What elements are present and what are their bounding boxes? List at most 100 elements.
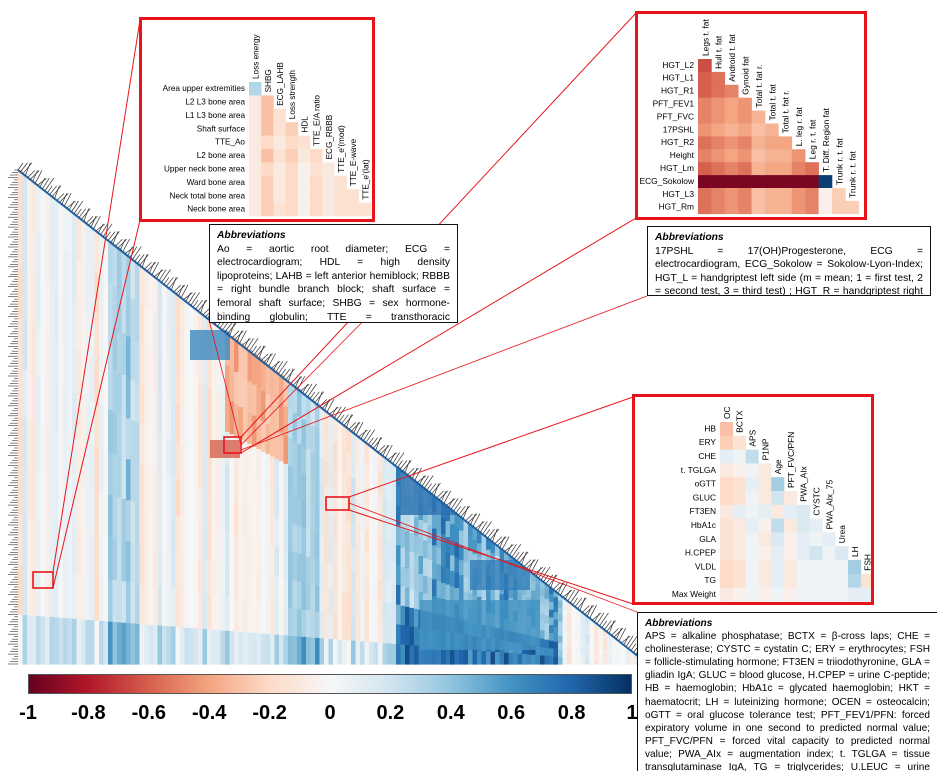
- triangle-cell: [405, 530, 411, 551]
- triangle-cell: [130, 258, 136, 300]
- triangle-cell: [544, 639, 550, 649]
- zoom-row-label: Ward bone area: [187, 178, 246, 187]
- triangle-cell: [31, 518, 37, 568]
- zoom-cell: [720, 587, 734, 602]
- triangle-cell: [441, 550, 447, 568]
- triangle-cell: [130, 379, 136, 422]
- triangle-cell: [247, 444, 253, 477]
- zoom-cell: [809, 560, 823, 575]
- triangle-cell: [342, 424, 348, 449]
- triangle-cell: [153, 275, 159, 316]
- triangle-cell: [558, 607, 564, 616]
- triangle-cell: [270, 486, 276, 517]
- zoom-row-label: L1 L3 bone area: [185, 111, 245, 120]
- zoom-cell: [720, 449, 734, 464]
- triangle-cell: [333, 466, 339, 492]
- zoom-cell: [297, 135, 311, 150]
- zoom-cell: [711, 175, 726, 189]
- triangle-cell: [261, 633, 267, 665]
- triangle-cell: [567, 606, 573, 614]
- zoom-cell: [249, 95, 262, 110]
- triangle-cell: [589, 631, 595, 638]
- colorbar-tick-label: -0.6: [131, 702, 167, 724]
- triangle-cell: [571, 658, 577, 665]
- zoom-row-label: VLDL: [695, 561, 716, 571]
- triangle-cell: [387, 479, 393, 501]
- triangle-cell: [144, 545, 150, 586]
- triangle-cell: [216, 596, 222, 631]
- zoom-cell: [818, 188, 833, 202]
- diagonal-tick: [613, 628, 624, 638]
- triangle-cell: [351, 594, 357, 619]
- triangle-cell: [576, 652, 582, 659]
- triangle-cell: [184, 336, 190, 374]
- zoom-cell: [809, 518, 823, 533]
- triangle-cell: [603, 656, 609, 662]
- triangle-cell: [220, 563, 226, 598]
- triangle-cell: [607, 654, 613, 659]
- diagonal-tick: [29, 170, 40, 180]
- triangle-cell: [409, 533, 415, 553]
- triangle-cell: [346, 593, 352, 618]
- triangle-cell: [355, 618, 361, 642]
- triangle-cell: [324, 562, 330, 589]
- triangle-cell: [360, 641, 366, 665]
- zoom-row-label: Neck bone area: [187, 205, 245, 214]
- triangle-cell: [576, 630, 582, 637]
- triangle-cell: [454, 648, 460, 665]
- zoom-cell: [732, 477, 746, 492]
- diagonal-tick: [484, 528, 491, 537]
- triangle-cell: [351, 524, 357, 549]
- triangle-cell: [18, 367, 24, 418]
- triangle-cell: [270, 604, 276, 635]
- triangle-cell: [549, 586, 555, 595]
- triangle-cell: [369, 445, 375, 468]
- triangle-cell: [585, 659, 591, 665]
- triangle-cell: [576, 613, 582, 620]
- diagonal-tick: [628, 635, 638, 649]
- triangle-cell: [112, 538, 118, 581]
- triangle-cell: [153, 547, 159, 587]
- triangle-cell: [27, 225, 33, 276]
- triangle-cell: [243, 632, 249, 665]
- triangle-cell: [427, 525, 433, 544]
- diagonal-tick: [226, 322, 237, 335]
- triangle-cell: [391, 523, 397, 544]
- triangle-cell: [153, 508, 159, 549]
- triangle-cell: [126, 336, 132, 379]
- triangle-cell: [166, 512, 172, 552]
- triangle-cell: [130, 339, 136, 381]
- triangle-cell: [103, 578, 109, 622]
- triangle-cell: [333, 441, 339, 467]
- diagonal-tick: [516, 551, 524, 562]
- triangle-cell: [18, 565, 24, 616]
- diagonal-tick: [280, 368, 286, 377]
- diagonal-tick: [489, 528, 500, 541]
- triangle-cell: [337, 420, 343, 446]
- triangle-cell: [279, 548, 285, 578]
- triangle-cell: [247, 349, 253, 382]
- zoom-cell: [724, 162, 739, 176]
- triangle-cell: [252, 632, 258, 665]
- zoom-row-label: t. TGLGA: [681, 465, 717, 475]
- triangle-cell: [306, 422, 312, 451]
- triangle-cell: [234, 599, 240, 633]
- colorbar-tick-label: -0.4: [191, 702, 227, 724]
- abbreviations-box-2: Abbreviations 17PSHL = 17(OH)Progesteron…: [647, 226, 931, 296]
- triangle-cell: [40, 568, 46, 617]
- triangle-cell: [162, 625, 168, 665]
- triangle-cell: [139, 384, 145, 426]
- zoom-cell: [745, 546, 759, 561]
- triangle-cell: [630, 652, 636, 655]
- triangle-cell: [450, 648, 456, 665]
- triangle-cell: [603, 653, 609, 658]
- zoom-cell: [738, 200, 752, 215]
- triangle-cell: [238, 535, 244, 569]
- diagonal: [17, 169, 649, 665]
- triangle-cell: [72, 483, 78, 530]
- triangle-cell: [405, 511, 411, 532]
- triangle-cell: [54, 570, 60, 619]
- zoom-cell: [297, 175, 311, 190]
- triangle-cell: [193, 343, 199, 380]
- zoom-row-label: ERY: [699, 437, 716, 447]
